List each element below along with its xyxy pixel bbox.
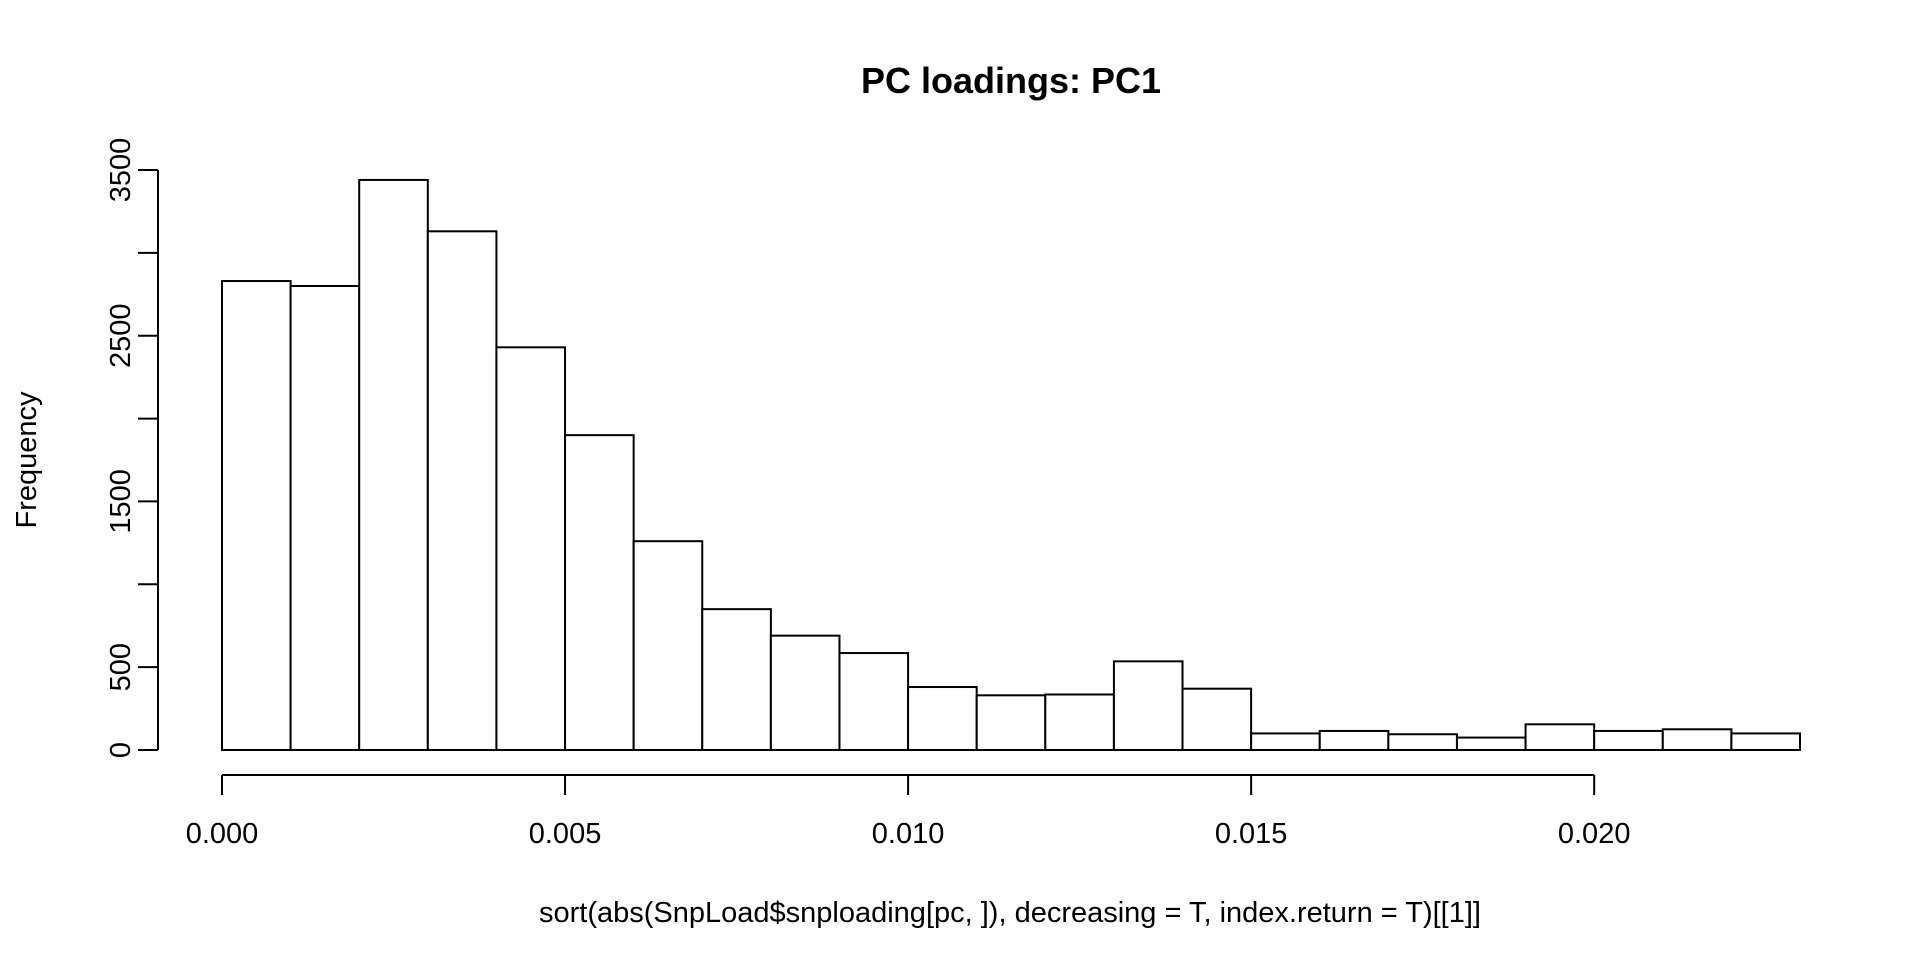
histogram-bars (221, 178, 1802, 752)
histogram-bar (495, 346, 567, 751)
histogram-bar (1112, 660, 1184, 751)
histogram-bar (975, 694, 1047, 751)
histogram-bar (1044, 693, 1115, 752)
histogram-bar (701, 608, 772, 752)
histogram-bar (289, 285, 361, 751)
y-tick-label: 3500 (105, 138, 137, 203)
histogram-bar (907, 686, 978, 751)
histogram-bar (838, 652, 910, 751)
y-axis: 0 500 1500 2500 3500 (105, 138, 159, 758)
histogram-bar (1661, 728, 1733, 751)
x-tick-label: 0.005 (529, 818, 602, 850)
chart-title: PC loadings: PC1 (861, 60, 1161, 101)
y-tick-label: 500 (105, 643, 137, 691)
histogram-bar (1593, 729, 1664, 752)
histogram-bar (632, 540, 704, 752)
x-axis: 0.000 0.005 0.010 0.015 0.020 (186, 774, 1631, 850)
histogram-bar (1455, 736, 1527, 751)
y-axis-label: Frequency (11, 391, 43, 529)
x-tick-label: 0.010 (872, 818, 945, 850)
x-tick-label: 0.020 (1558, 818, 1631, 850)
histogram-bar (1250, 732, 1321, 752)
histogram-bar (769, 634, 841, 752)
histogram-bar (358, 178, 429, 751)
histogram-bar (1524, 723, 1596, 751)
y-tick-label: 1500 (105, 469, 137, 534)
histogram-bar (221, 280, 292, 751)
y-tick-label: 2500 (105, 303, 137, 368)
histogram-bar (1730, 732, 1802, 752)
x-tick-label: 0.000 (186, 818, 259, 850)
histogram-bar (1181, 687, 1253, 752)
histogram-bar (426, 230, 498, 752)
histogram-bar (1387, 733, 1458, 751)
y-tick-label: 0 (105, 742, 137, 758)
histogram-bar (564, 434, 635, 751)
x-axis-label: sort(abs(SnpLoad$snploading[pc, ]), decr… (539, 897, 1481, 929)
x-tick-label: 0.015 (1215, 818, 1288, 850)
histogram-bar (1318, 729, 1390, 752)
